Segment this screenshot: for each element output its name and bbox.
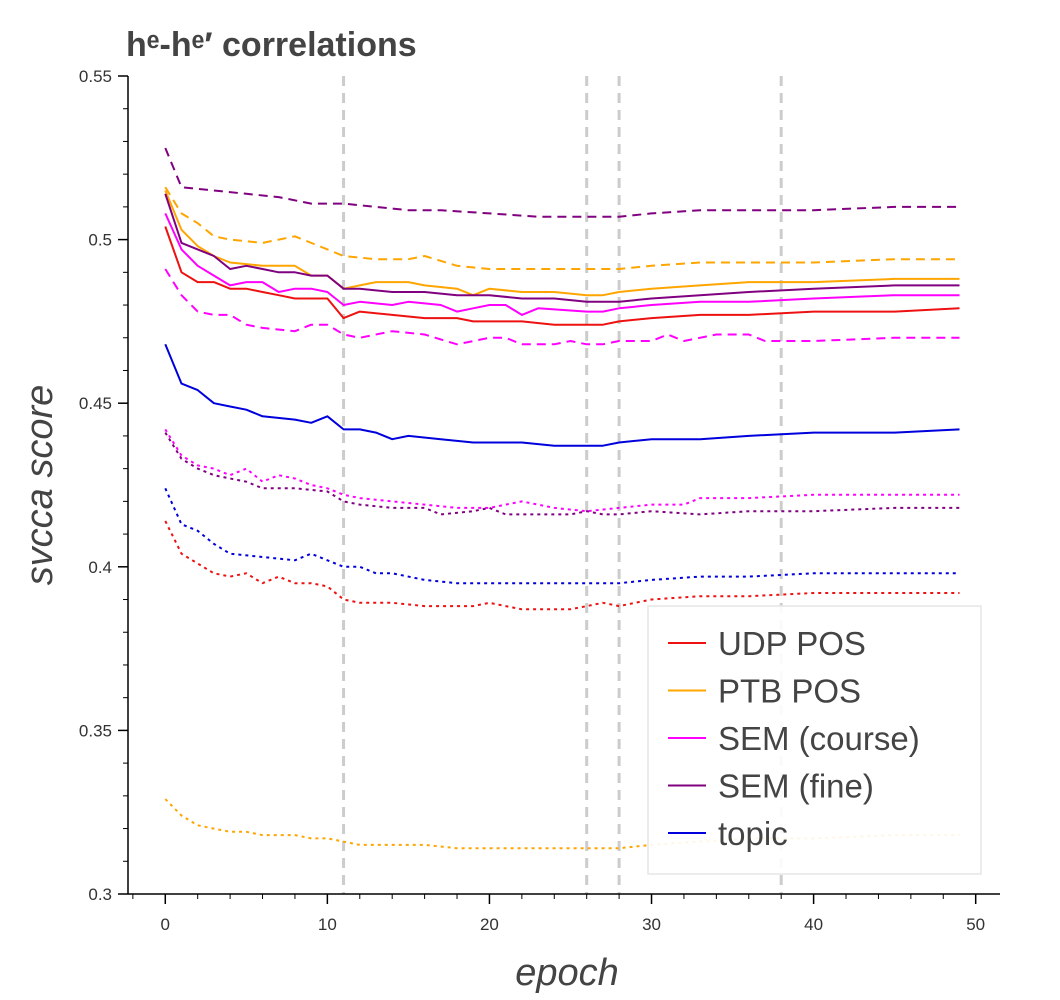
series-line-topic-solid xyxy=(164,343,960,447)
series-line-sem-course-solid xyxy=(164,212,960,316)
series-line-sem-fine-dotted xyxy=(164,432,960,516)
series-line-ptb-pos-dashed xyxy=(164,186,960,270)
y-axis-label: svcca score xyxy=(19,385,61,586)
legend: UDP POS PTB POS SEM (course) SEM (fine) topi… xyxy=(647,605,982,875)
series-line-sem-fine-dashed xyxy=(164,147,960,218)
legend-label: topic xyxy=(718,815,788,852)
series-lines xyxy=(164,147,960,850)
y-tick-label: 0.35 xyxy=(79,721,112,740)
series-line-topic-dotted xyxy=(164,487,960,585)
y-tick-label: 0.5 xyxy=(88,231,112,250)
legend-label: SEM (course) xyxy=(718,720,920,757)
axes: 0.3 0.35 0.4 0.45 0.5 0.55 0 10 20 30 40 50 xyxy=(79,67,1000,934)
x-tick-label: 30 xyxy=(642,915,661,934)
y-tick-label: 0.3 xyxy=(88,885,112,904)
y-tick-label: 0.4 xyxy=(88,558,112,577)
legend-box xyxy=(647,605,982,875)
series-line-udp-pos-solid xyxy=(164,226,960,326)
x-tick-label: 50 xyxy=(966,915,985,934)
x-tick-label: 40 xyxy=(804,915,823,934)
chart-title: hᵉ-hᵉ′ correlations xyxy=(126,26,417,64)
series-line-sem-fine-solid xyxy=(164,193,960,303)
x-axis-label: epoch xyxy=(515,952,619,994)
y-tick-label: 0.55 xyxy=(79,67,112,86)
series-line-ptb-pos-dotted xyxy=(164,798,960,850)
series-line-udp-pos-dotted xyxy=(164,520,960,611)
legend-label: PTB POS xyxy=(718,673,861,710)
series-line-sem-course-dotted xyxy=(164,428,960,513)
series-line-ptb-pos-solid xyxy=(164,190,960,297)
legend-label: UDP POS xyxy=(718,625,866,662)
x-tick-label: 20 xyxy=(480,915,499,934)
legend-label: SEM (fine) xyxy=(718,768,874,805)
y-tick-label: 0.45 xyxy=(79,394,112,413)
x-tick-label: 0 xyxy=(161,915,170,934)
x-tick-label: 10 xyxy=(318,915,337,934)
series-line-sem-course-dashed xyxy=(164,268,960,346)
